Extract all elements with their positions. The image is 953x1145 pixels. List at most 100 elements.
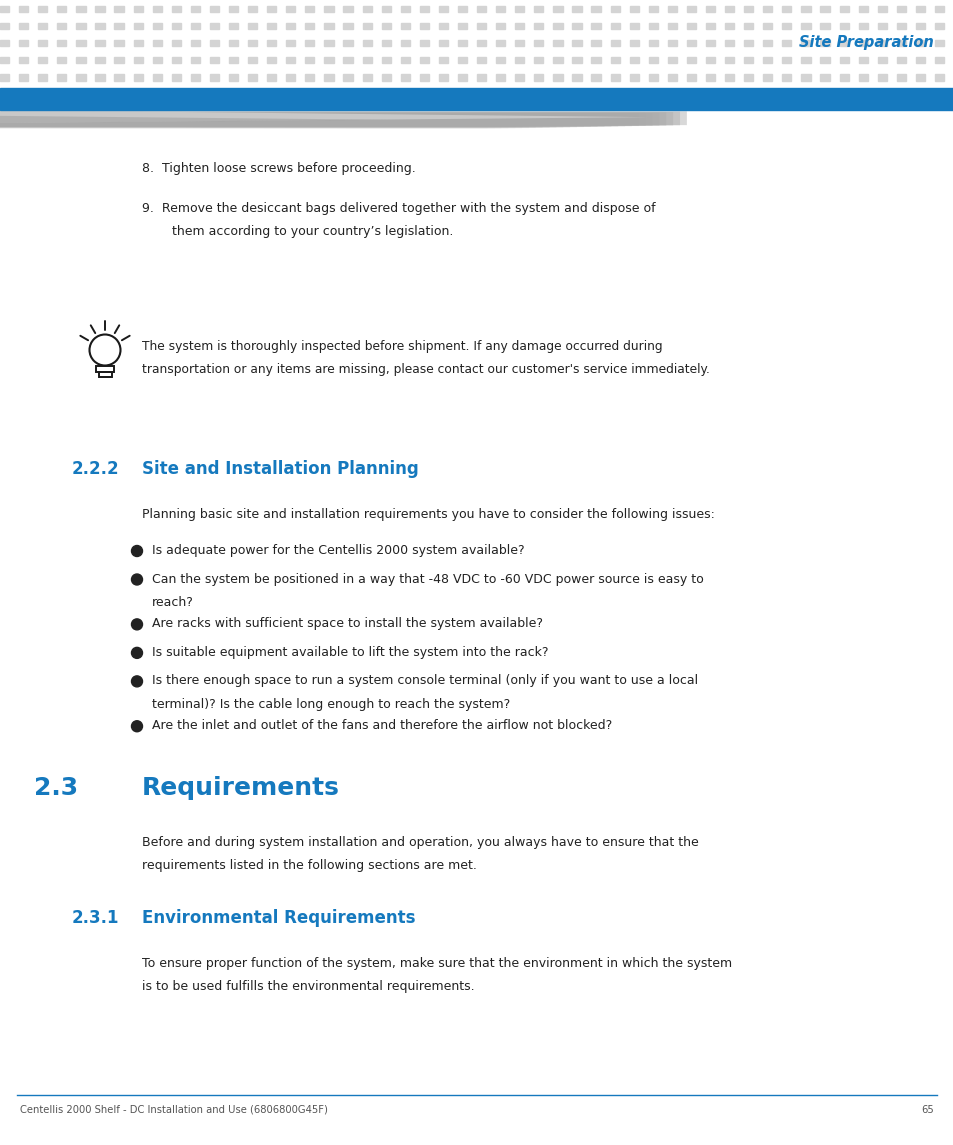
Bar	[496, 40, 505, 46]
Polygon shape	[0, 117, 556, 127]
Bar	[496, 74, 505, 80]
Text: 9.  Remove the desiccant bags delivered together with the system and dispose of: 9. Remove the desiccant bags delivered t…	[142, 202, 655, 215]
Bar	[743, 74, 753, 80]
Bar	[114, 40, 124, 46]
Bar	[229, 57, 238, 63]
Bar	[648, 6, 658, 11]
Bar	[877, 23, 886, 29]
Bar	[248, 74, 257, 80]
Bar	[19, 74, 29, 80]
Bar	[743, 6, 753, 11]
Bar	[324, 40, 334, 46]
Bar	[38, 6, 48, 11]
Bar	[476, 57, 486, 63]
Bar	[820, 74, 829, 80]
Bar	[438, 40, 448, 46]
Bar	[324, 74, 334, 80]
Bar	[591, 6, 600, 11]
Bar	[648, 74, 658, 80]
Bar	[934, 40, 943, 46]
Bar	[38, 23, 48, 29]
Bar	[191, 40, 200, 46]
Bar	[267, 6, 276, 11]
Bar	[648, 40, 658, 46]
Bar	[858, 74, 867, 80]
Polygon shape	[0, 117, 562, 127]
Text: Before and during system installation and operation, you always have to ensure t: Before and during system installation an…	[142, 836, 698, 848]
Bar	[553, 57, 562, 63]
Bar	[172, 57, 181, 63]
Bar	[896, 6, 905, 11]
Bar	[915, 74, 924, 80]
Text: Is there enough space to run a system console terminal (only if you want to use : Is there enough space to run a system co…	[152, 674, 698, 687]
Text: 2.3.1: 2.3.1	[71, 909, 119, 926]
Text: them according to your country’s legislation.: them according to your country’s legisla…	[172, 226, 453, 238]
Text: Is suitable equipment available to lift the system into the rack?: Is suitable equipment available to lift …	[152, 646, 548, 658]
Bar	[667, 23, 677, 29]
Bar	[267, 40, 276, 46]
Text: terminal)? Is the cable long enough to reach the system?: terminal)? Is the cable long enough to r…	[152, 697, 510, 711]
Bar	[572, 6, 581, 11]
Circle shape	[132, 720, 142, 732]
Polygon shape	[0, 114, 604, 127]
Bar	[152, 23, 162, 29]
Polygon shape	[0, 118, 542, 128]
Bar	[801, 57, 810, 63]
Bar	[172, 6, 181, 11]
Bar	[705, 74, 715, 80]
Bar	[400, 74, 410, 80]
Bar	[820, 23, 829, 29]
Bar	[210, 6, 219, 11]
Bar	[248, 23, 257, 29]
Text: transportation or any items are missing, please contact our customer's service i: transportation or any items are missing,…	[142, 363, 709, 377]
Bar	[915, 40, 924, 46]
Bar	[572, 23, 581, 29]
Bar	[38, 40, 48, 46]
Polygon shape	[0, 112, 659, 126]
Bar	[133, 6, 143, 11]
Bar	[915, 6, 924, 11]
Text: Are the inlet and outlet of the fans and therefore the airflow not blocked?: Are the inlet and outlet of the fans and…	[152, 719, 612, 733]
Bar	[191, 6, 200, 11]
Bar	[38, 57, 48, 63]
Bar	[362, 6, 372, 11]
Bar	[438, 57, 448, 63]
Bar	[496, 57, 505, 63]
Bar	[591, 23, 600, 29]
Bar	[76, 40, 86, 46]
Bar	[343, 74, 353, 80]
Bar	[343, 40, 353, 46]
Bar	[381, 74, 391, 80]
Bar	[152, 6, 162, 11]
Polygon shape	[0, 118, 536, 128]
Bar	[629, 23, 639, 29]
Bar	[172, 23, 181, 29]
Bar	[438, 74, 448, 80]
Bar	[839, 6, 848, 11]
Polygon shape	[0, 114, 618, 126]
Bar	[305, 23, 314, 29]
Bar	[343, 6, 353, 11]
Polygon shape	[0, 116, 590, 127]
Bar	[57, 40, 67, 46]
Bar	[801, 23, 810, 29]
Bar	[610, 74, 619, 80]
Circle shape	[132, 647, 142, 658]
Bar	[724, 57, 734, 63]
Bar	[57, 23, 67, 29]
Bar	[96, 366, 113, 372]
Bar	[286, 40, 295, 46]
Bar	[610, 6, 619, 11]
Bar	[229, 74, 238, 80]
Bar	[724, 40, 734, 46]
Bar	[438, 23, 448, 29]
Bar	[515, 57, 524, 63]
Circle shape	[132, 574, 142, 585]
Bar	[19, 40, 29, 46]
Bar	[38, 74, 48, 80]
Bar	[381, 40, 391, 46]
Bar	[152, 40, 162, 46]
Bar	[534, 40, 543, 46]
Bar	[191, 74, 200, 80]
Bar	[172, 74, 181, 80]
